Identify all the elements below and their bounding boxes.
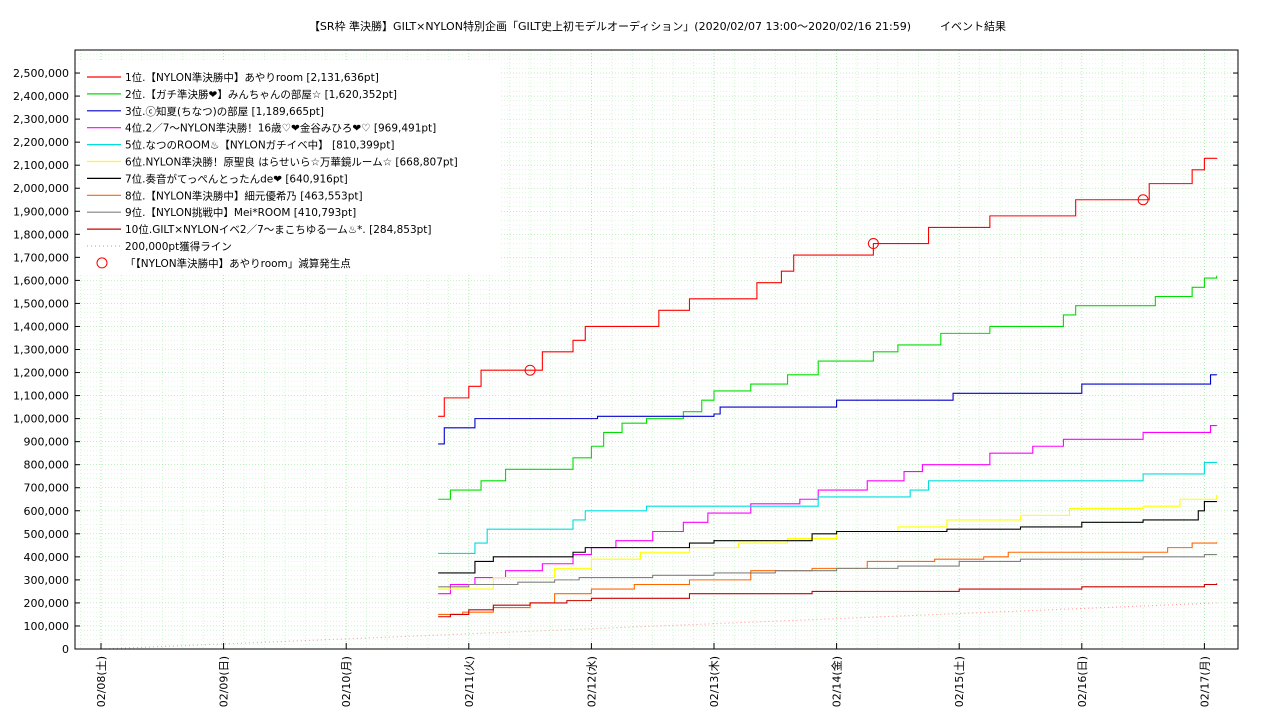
- series-line-4: [438, 424, 1218, 595]
- y-tick-label: 1,800,000: [13, 228, 69, 241]
- x-tick-label: 02/08(土): [95, 656, 108, 707]
- y-tick-label: 1,700,000: [13, 251, 69, 264]
- y-tick-label: 2,400,000: [13, 90, 69, 103]
- legend-label: 8位.【NYLON準決勝中】細元優希乃 [463,553pt]: [125, 189, 363, 202]
- x-tick-label: 02/11(火): [463, 656, 476, 707]
- y-tick-label: 1,200,000: [13, 367, 69, 380]
- chart-subtitle: イベント結果: [940, 19, 1006, 33]
- y-tick-label: 1,300,000: [13, 344, 69, 357]
- legend-label: 3位.ⓒ知夏(ちなつ)の部屋 [1,189,665pt]: [125, 105, 324, 118]
- legend-label: 2位.【ガチ準決勝❤】みんちゃんの部屋☆ [1,620,352pt]: [125, 88, 397, 101]
- y-tick-label: 400,000: [24, 551, 70, 564]
- series-line-11: [100, 602, 1217, 650]
- y-tick-label: 1,000,000: [13, 413, 69, 426]
- x-tick-label: 02/10(月): [340, 656, 353, 707]
- y-tick-label: 100,000: [24, 620, 70, 633]
- reduction-marker: [867, 238, 879, 250]
- legend-label: 10位.GILT×NYLONイベ2／7〜まこちゆる一ム♨*. [284,853p…: [125, 223, 432, 236]
- chart-title: 【SR枠 準決勝】GILT×NYLON特別企画「GILT史上初モデルオーディショ…: [309, 19, 911, 33]
- legend-label: 「【NYLON準決勝中】あやりroom」減算発生点: [125, 257, 351, 270]
- x-tick-label: 02/14(金): [830, 656, 844, 707]
- y-tick-label: 1,500,000: [13, 297, 69, 310]
- legend-label: 1位.【NYLON準決勝中】あやりroom [2,131,636pt]: [125, 71, 379, 84]
- y-tick-label: 2,200,000: [13, 136, 69, 149]
- x-tick-label: 02/15(土): [953, 656, 966, 707]
- legend-label: 5位.なつのROOM♨【NYLONガチイベ中】 [810,399pt]: [125, 139, 394, 152]
- y-tick-label: 2,500,000: [13, 67, 69, 80]
- series-group: [100, 157, 1218, 650]
- x-tick-label: 02/17(月): [1198, 656, 1211, 707]
- legend: 1位.【NYLON準決勝中】あやりroom [2,131,636pt] 2位.【ガ…: [80, 62, 500, 274]
- axes: 0 100,000 200,000 300,000 400,000 500,000 600,…: [13, 67, 1238, 707]
- legend-label: 6位.NYLON準決勝！原聖良 はらせいら☆万華鏡ルーム☆ [668,807pt…: [125, 156, 458, 169]
- series-line-3: [438, 374, 1218, 445]
- y-tick-label: 800,000: [24, 459, 70, 472]
- y-tick-label: 700,000: [24, 482, 70, 495]
- reduction-marker: [1137, 194, 1149, 206]
- y-tick-label: 500,000: [24, 528, 70, 541]
- x-tick-label: 02/13(木): [708, 656, 721, 707]
- x-tick-label: 02/09(日): [218, 656, 231, 707]
- y-tick-label: 0: [62, 643, 69, 656]
- y-tick-label: 200,000: [24, 597, 70, 610]
- x-tick-label: 02/12(水): [585, 656, 598, 707]
- legend-label: 9位.【NYLON挑戦中】Mei*ROOM [410,793pt]: [125, 206, 356, 219]
- legend-box: [80, 62, 500, 274]
- legend-marker: [96, 257, 108, 269]
- series-line-1: [438, 157, 1218, 417]
- series-line-9: [438, 553, 1218, 588]
- series-line-2: [438, 275, 1218, 500]
- y-tick-label: 1,600,000: [13, 274, 69, 287]
- y-tick-label: 600,000: [24, 505, 70, 518]
- series-line-7: [438, 501, 1218, 574]
- legend-label: 7位.奏音がてっぺんとったんde❤ [640,916pt]: [125, 172, 348, 185]
- y-tick-label: 300,000: [24, 574, 70, 587]
- legend-label: 4位.2／7〜NYLON準決勝！16歳♡❤金谷みひろ❤♡ [969,491pt]: [125, 122, 436, 135]
- legend-label: 200,000pt獲得ライン: [125, 240, 232, 253]
- y-tick-label: 2,100,000: [13, 159, 69, 172]
- y-tick-label: 1,100,000: [13, 390, 69, 403]
- y-tick-label: 1,900,000: [13, 205, 69, 218]
- x-tick-label: 02/16(日): [1076, 656, 1089, 707]
- y-tick-label: 1,400,000: [13, 320, 69, 333]
- series-line-6: [438, 494, 1218, 590]
- y-tick-label: 2,300,000: [13, 113, 69, 126]
- series-line-5: [438, 461, 1218, 554]
- reduction-marker: [524, 364, 536, 376]
- series-line-8: [438, 542, 1218, 615]
- series-line-10: [438, 583, 1218, 618]
- marker-group: [524, 194, 1149, 376]
- y-tick-label: 900,000: [24, 436, 70, 449]
- y-tick-label: 2,000,000: [13, 182, 69, 195]
